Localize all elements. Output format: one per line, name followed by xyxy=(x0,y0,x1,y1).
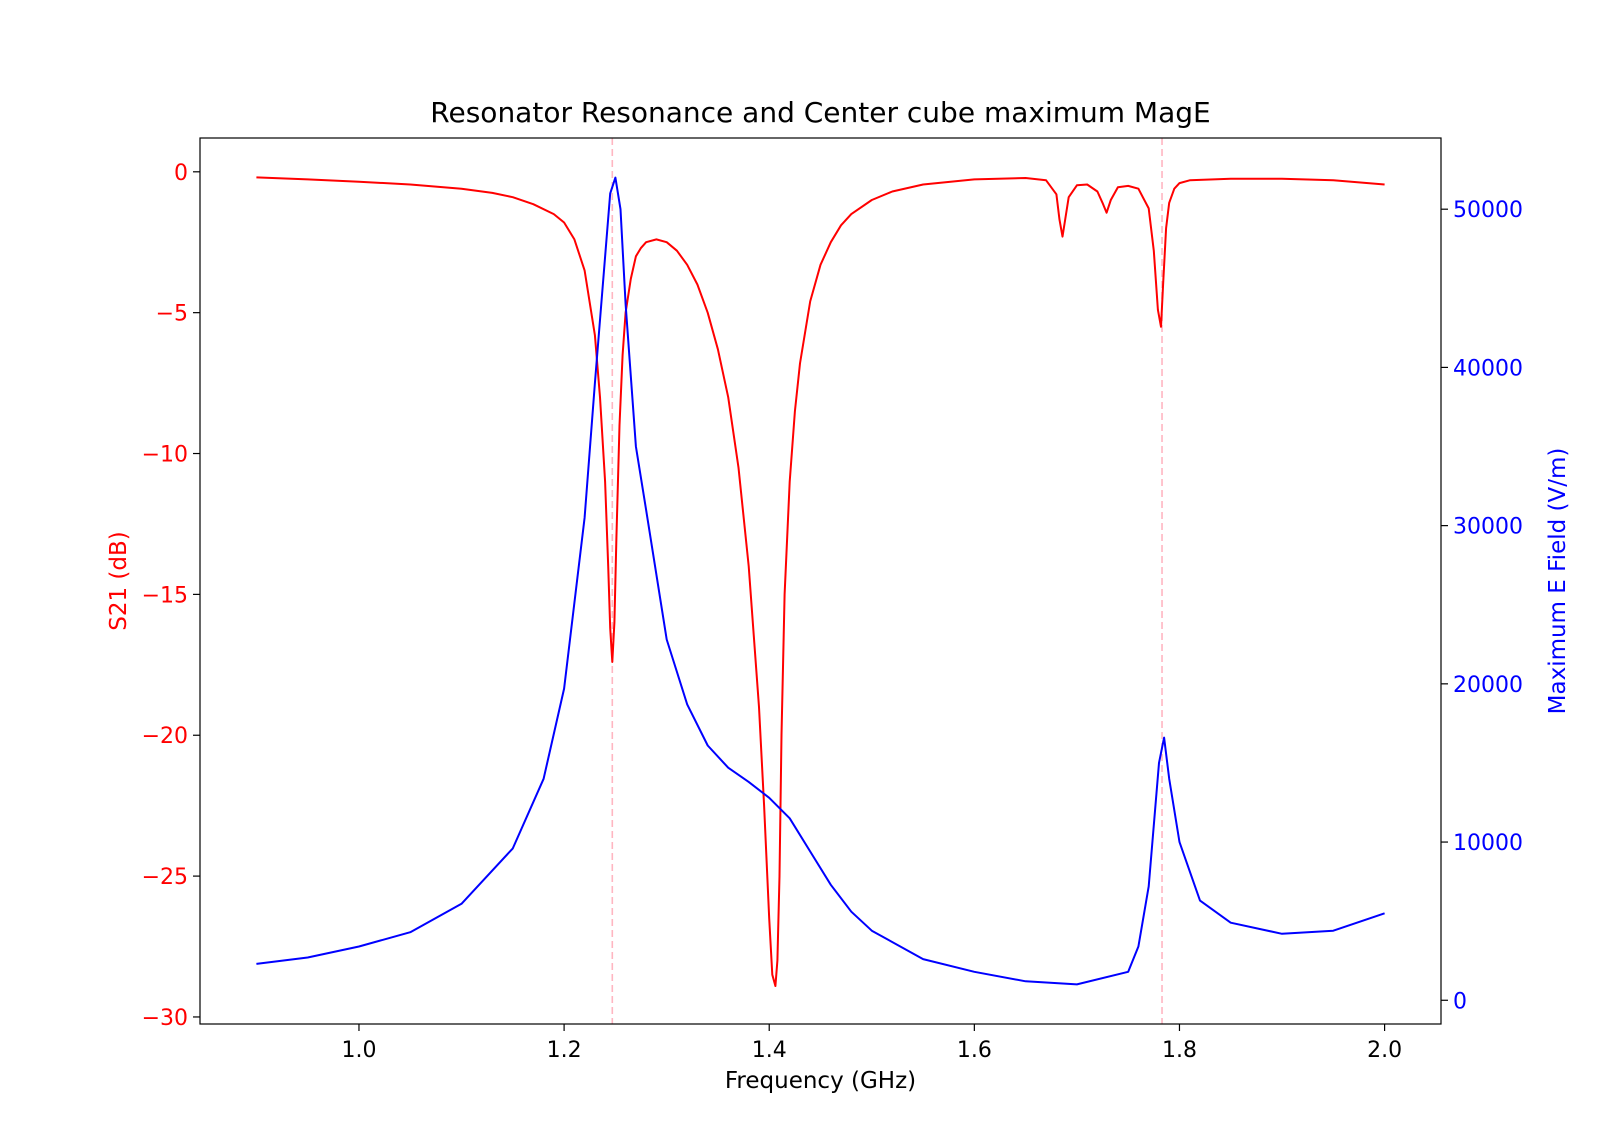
x-tick-label: 1.6 xyxy=(957,1038,992,1063)
y-left-tick-label: 0 xyxy=(174,161,188,186)
y-right-tick-label: 50000 xyxy=(1453,198,1523,223)
y-axis-left: 0 −5 −10 −15 −20 −25 −30 xyxy=(142,161,200,1031)
y-axis-right-title: Maximum E Field (V/m) xyxy=(1545,448,1571,715)
y-right-tick-label: 20000 xyxy=(1453,673,1523,698)
y-left-tick-label: −25 xyxy=(142,865,188,890)
y-left-tick-label: −20 xyxy=(142,724,188,749)
s21-series-line xyxy=(256,176,1385,987)
series-layer xyxy=(256,176,1385,987)
x-axis-title: Frequency (GHz) xyxy=(725,1068,916,1094)
y-left-tick-label: −30 xyxy=(142,1006,188,1031)
chart-title: Resonator Resonance and Center cube maxi… xyxy=(430,96,1210,129)
x-axis: 1.0 1.2 1.4 1.6 1.8 2.0 xyxy=(341,1024,1402,1063)
y-axis-right: 0 10000 20000 30000 40000 50000 xyxy=(1441,198,1523,1014)
y-right-tick-label: 0 xyxy=(1453,989,1467,1014)
x-tick-label: 2.0 xyxy=(1367,1038,1402,1063)
x-tick-label: 1.4 xyxy=(752,1038,787,1063)
y-left-tick-label: −10 xyxy=(142,443,188,468)
y-left-tick-label: −5 xyxy=(156,302,188,327)
plot-area-frame xyxy=(199,137,1442,1025)
y-right-tick-label: 10000 xyxy=(1453,831,1523,856)
y-axis-left-title: S21 (dB) xyxy=(106,531,132,631)
y-right-tick-label: 30000 xyxy=(1453,515,1523,540)
y-right-tick-label: 40000 xyxy=(1453,356,1523,381)
y-left-tick-label: −15 xyxy=(142,583,188,608)
x-tick-label: 1.0 xyxy=(341,1038,376,1063)
resonance-marker-lines xyxy=(611,138,1163,1024)
x-tick-label: 1.2 xyxy=(547,1038,582,1063)
efield-series-line xyxy=(256,176,1385,986)
x-tick-label: 1.8 xyxy=(1162,1038,1197,1063)
